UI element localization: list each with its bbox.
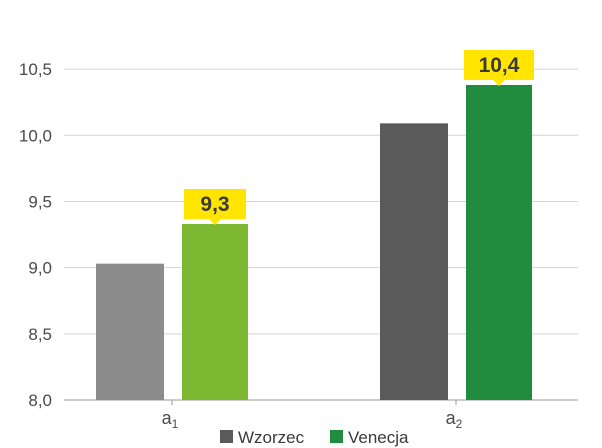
- bar-wzorzec-a2: [380, 123, 448, 401]
- y-tick-label: 8,5: [28, 325, 52, 344]
- callouts-layer: 9,3 10,4: [184, 49, 534, 225]
- y-tick-label: 8,0: [28, 391, 52, 410]
- legend-swatch-wzorzec: [220, 430, 233, 443]
- x-axis-categories: a1 a2: [162, 408, 463, 431]
- data-label: 10,4: [479, 54, 520, 77]
- callout-box: [464, 49, 534, 80]
- y-tick-label: 9,5: [28, 192, 52, 211]
- x-category-label: a1: [162, 408, 179, 431]
- y-tick-label: 10,0: [19, 126, 52, 145]
- bar-venecja-a1: [182, 223, 248, 400]
- legend-label-wzorzec: Wzorzec: [238, 428, 305, 447]
- y-tick-label: 10,5: [19, 60, 52, 79]
- callout-box: [184, 188, 246, 219]
- callout-pointer: [209, 218, 221, 225]
- bars-layer: [96, 84, 532, 401]
- legend: Wzorzec Venecja: [220, 428, 409, 447]
- legend-label-venecja: Venecja: [348, 428, 409, 447]
- x-category-label: a2: [446, 408, 463, 431]
- y-tick-label: 9,0: [28, 259, 52, 278]
- data-label: 9,3: [200, 193, 229, 216]
- legend-swatch-venecja: [330, 430, 343, 443]
- bar-wzorzec-a1: [96, 263, 164, 400]
- y-axis-ticks: 8,0 8,5 9,0 9,5 10,0 10,5: [19, 60, 52, 410]
- bar-venecja-a2: [466, 84, 532, 400]
- callout-pointer: [493, 79, 505, 86]
